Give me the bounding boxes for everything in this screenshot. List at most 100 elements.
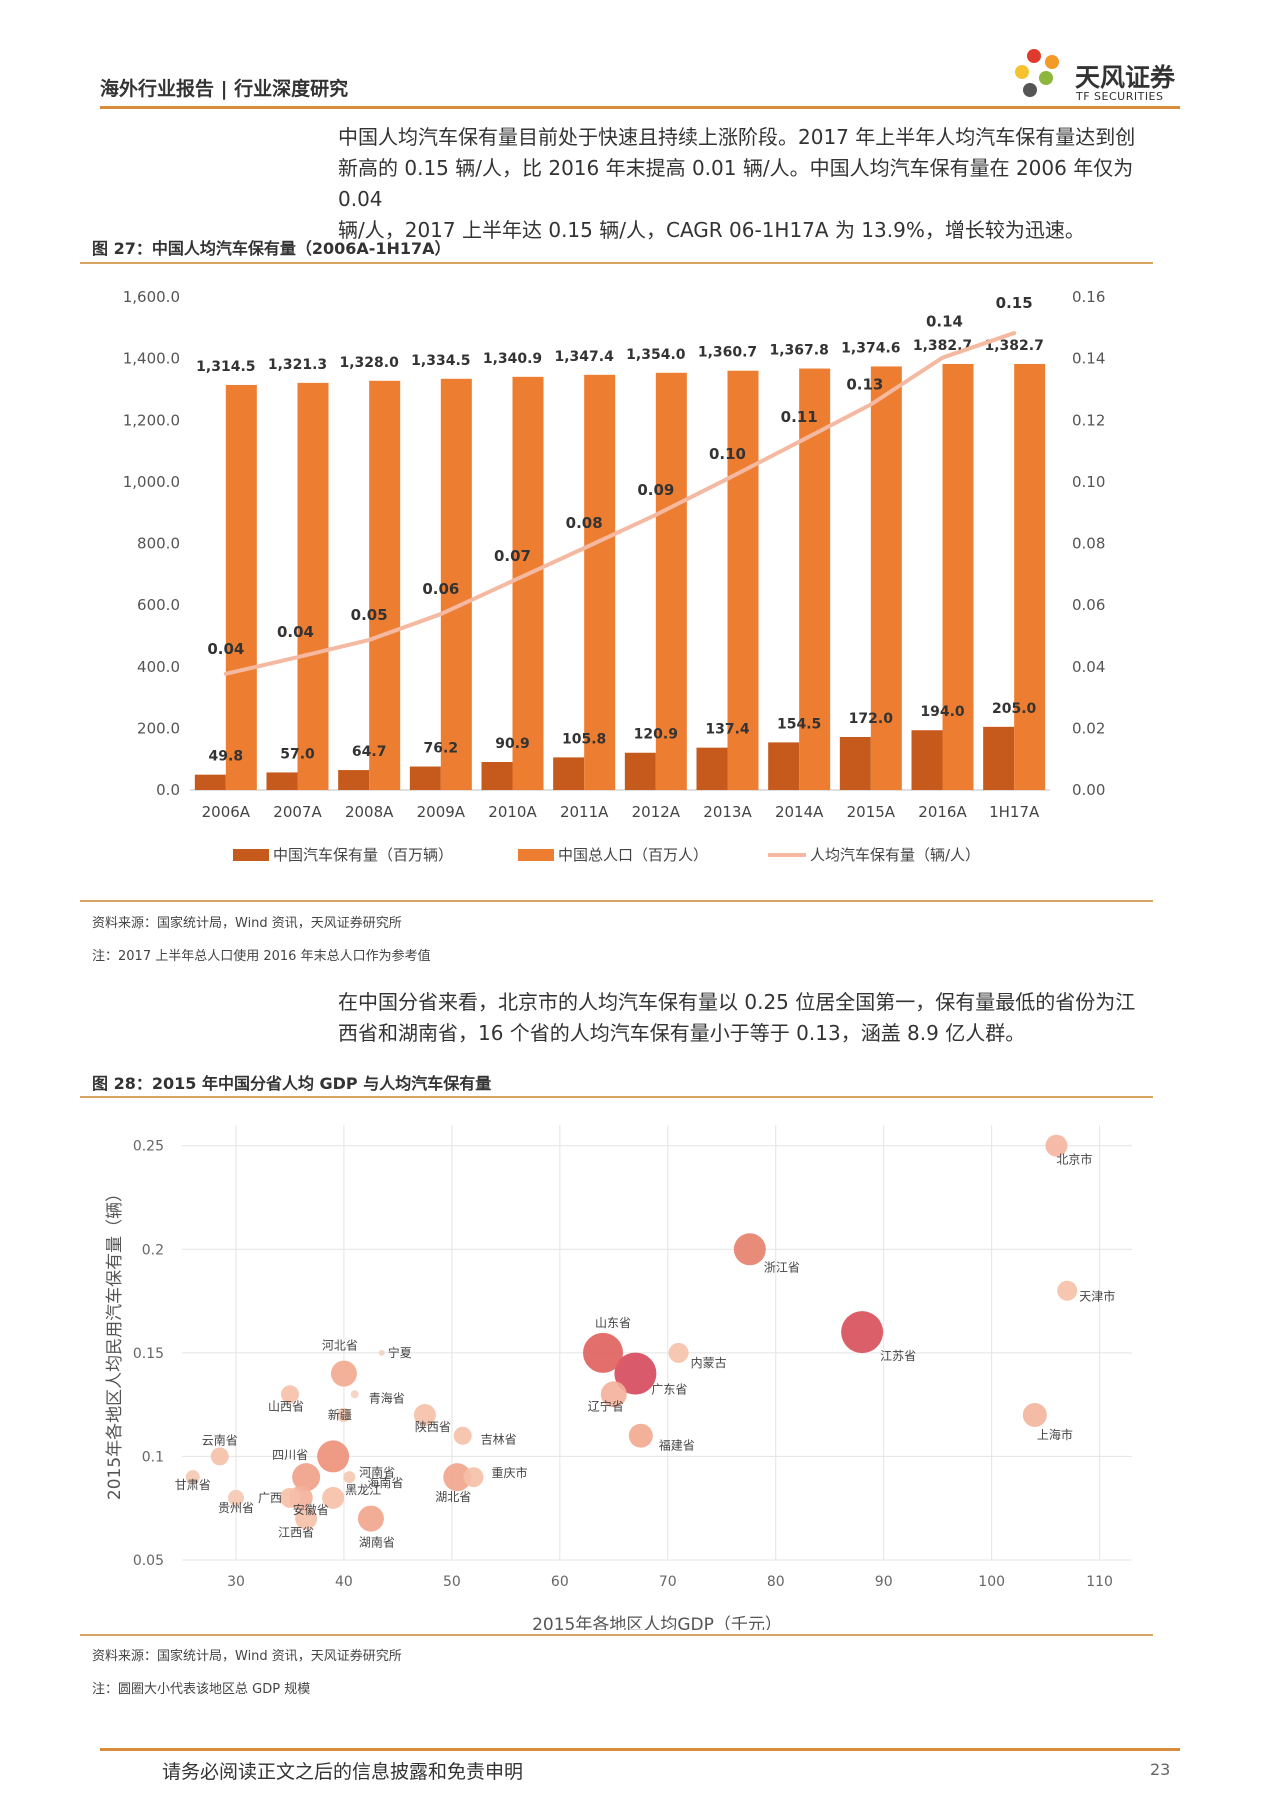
car-ownership-data-label: 194.0 [920, 704, 965, 720]
population-bar [369, 380, 401, 790]
y-right-tick-label: 0.06 [1072, 596, 1105, 614]
x-tick-label: 2008A [345, 803, 394, 821]
province-bubble [292, 1463, 321, 1492]
legend-swatch-population [518, 849, 554, 861]
province-bubble [322, 1486, 345, 1509]
province-label: 天津市 [1079, 1289, 1115, 1304]
province-bubble [279, 1487, 300, 1508]
x-tick-label: 2015A [847, 803, 896, 821]
y-tick-label: 0.2 [142, 1242, 164, 1258]
province-bubble [614, 1352, 657, 1395]
per-capita-line [223, 331, 1017, 676]
province-bubble [357, 1505, 384, 1532]
y-tick-label: 0.25 [133, 1139, 164, 1155]
x-tick-label: 2016A [918, 803, 967, 821]
legend-label-car-ownership: 中国汽车保有量（百万辆） [273, 846, 453, 864]
province-label: 云南省 [202, 1432, 238, 1447]
figure-27-bottom-rule [80, 900, 1153, 902]
population-bar [584, 374, 616, 790]
paragraph-2-line: 在中国分省来看，北京市的人均汽车保有量以 0.25 位居全国第一，保有量最低的省… [338, 990, 1136, 1014]
province-bubble [350, 1390, 359, 1399]
x-tick-label: 2013A [703, 803, 752, 821]
car-ownership-bar [696, 747, 728, 790]
population-bar [942, 363, 974, 790]
figure-27-title: 图 27：中国人均汽车保有量（2006A-1H17A） [92, 239, 451, 258]
population-bar [727, 370, 759, 790]
car-ownership-bar [768, 742, 800, 790]
per-capita-data-label: 0.04 [207, 640, 244, 658]
legend-swatch-car-ownership [233, 849, 269, 861]
province-label: 湖北省 [435, 1489, 471, 1504]
province-bubble [668, 1342, 689, 1363]
per-capita-data-label: 0.14 [926, 313, 963, 331]
province-bubble [1057, 1280, 1078, 1301]
logo-text: 天风证券 [1075, 63, 1176, 92]
population-data-label: 1,314.5 [196, 359, 255, 375]
car-ownership-bar [624, 752, 656, 790]
x-tick-label: 30 [227, 1574, 245, 1590]
province-label: 江西省 [278, 1526, 314, 1540]
province-label: 上海市 [1037, 1427, 1073, 1442]
population-bar [655, 372, 687, 790]
per-capita-data-label: 0.10 [709, 445, 746, 463]
province-label: 内蒙古 [691, 1355, 727, 1370]
y-left-tick-label: 1,000.0 [123, 473, 180, 491]
x-tick-label: 2007A [273, 803, 322, 821]
paragraph-1-line: 新高的 0.15 辆/人，比 2016 年末提高 0.01 辆/人。中国人均汽车… [338, 156, 1134, 211]
footer-divider [100, 1748, 1180, 1751]
y-right-tick-label: 0.08 [1072, 535, 1105, 553]
report-header-title: 海外行业报告 | 行业深度研究 [100, 78, 349, 100]
province-label: 浙江省 [764, 1260, 800, 1274]
province-bubble [330, 1360, 357, 1387]
header-divider [100, 106, 1180, 109]
per-capita-data-label: 0.11 [781, 408, 818, 426]
paragraph-2-line: 西省和湖南省，16 个省的人均汽车保有量小于等于 0.13，涵盖 8.9 亿人群… [338, 1021, 1026, 1045]
province-label: 陕西省 [415, 1419, 451, 1434]
car-ownership-data-label: 172.0 [849, 711, 894, 727]
province-label: 广东省 [651, 1383, 687, 1397]
province-bubble [413, 1404, 436, 1426]
y-right-tick-label: 0.02 [1072, 719, 1105, 737]
figure-27-source: 资料来源：国家统计局，Wind 资讯，天风证券研究所 [92, 916, 402, 931]
per-capita-data-label: 0.08 [566, 514, 603, 532]
per-capita-data-label: 0.07 [494, 547, 531, 565]
population-bar [297, 382, 329, 790]
x-tick-label: 1H17A [989, 803, 1040, 821]
population-bar [870, 366, 902, 790]
car-ownership-bar-line-chart: 0.0 200.0 400.0 600.0 800.0 1,000.0 1,200.0 1,4… [123, 288, 1106, 864]
logo-subtext: TF SECURITIES [1076, 90, 1164, 103]
car-ownership-data-label: 137.4 [705, 722, 750, 738]
y-axis-title: 2015年各地区人均民用汽车保有量（辆） [105, 1185, 125, 1500]
car-ownership-data-label: 205.0 [992, 701, 1037, 717]
car-ownership-bar [481, 761, 513, 790]
province-bubble [841, 1311, 884, 1354]
per-capita-data-label: 0.06 [422, 580, 459, 598]
province-bubble [443, 1463, 472, 1492]
per-capita-data-label: 0.13 [846, 376, 883, 394]
car-ownership-data-label: 90.9 [495, 736, 530, 752]
province-bubble [733, 1233, 766, 1266]
x-tick-label: 80 [767, 1574, 785, 1590]
x-tick-label: 2009A [417, 803, 466, 821]
province-label: 贵州省 [218, 1501, 254, 1515]
province-label: 海南省 [367, 1475, 403, 1490]
paragraph-2: 在中国分省来看，北京市的人均汽车保有量以 0.25 位居全国第一，保有量最低的省… [338, 987, 1180, 1049]
legend-label-population: 中国总人口（百万人） [558, 846, 708, 864]
province-label: 山西省 [268, 1399, 304, 1413]
x-tick-label: 90 [875, 1574, 893, 1590]
car-ownership-data-label: 49.8 [209, 749, 244, 765]
province-bubble [600, 1381, 627, 1408]
province-label: 黑龙江 [345, 1483, 381, 1497]
car-ownership-data-label: 76.2 [424, 741, 459, 757]
province-label: 甘肃省 [175, 1478, 211, 1492]
paragraph-1: 中国人均汽车保有量目前处于快速且持续上涨阶段。2017 年上半年人均汽车保有量达… [338, 122, 1180, 246]
x-tick-label: 2011A [560, 803, 609, 821]
page-number: 23 [1150, 1760, 1171, 1779]
province-bubble [463, 1467, 484, 1488]
y-right-tick-label: 0.10 [1072, 473, 1105, 491]
car-ownership-bar [553, 757, 585, 790]
province-bubble [1045, 1134, 1068, 1157]
province-bubble [583, 1332, 624, 1373]
province-label: 湖南省 [359, 1535, 395, 1550]
x-tick-label: 2006A [202, 803, 251, 821]
